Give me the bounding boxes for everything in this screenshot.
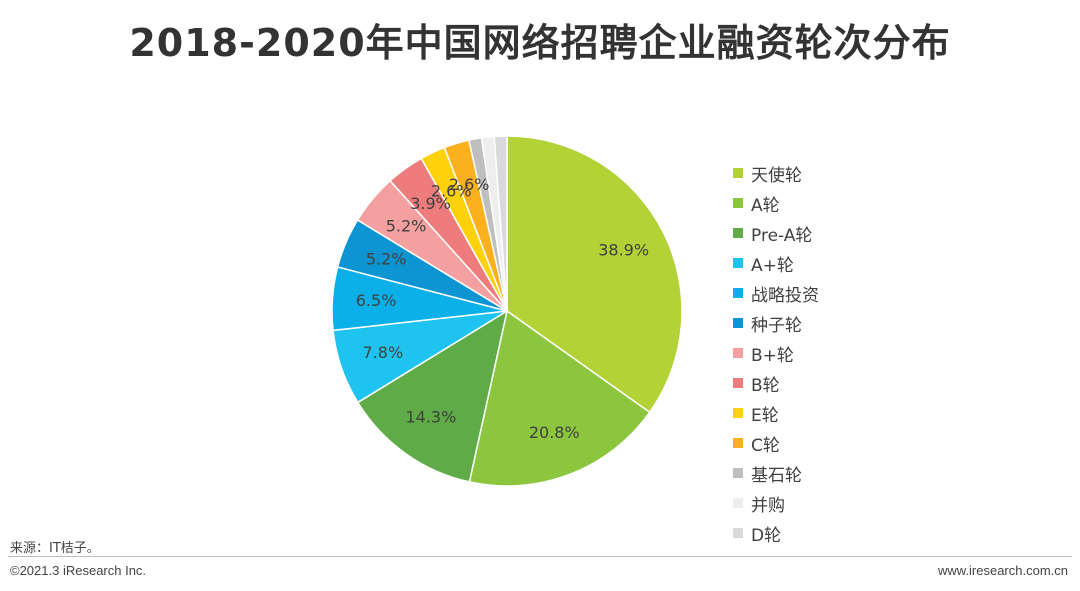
legend-item-3: A+轮: [733, 248, 819, 278]
pie-slice-12: [493, 135, 508, 312]
legend-label-6: B+轮: [751, 345, 794, 366]
legend: 天使轮 A轮 Pre-A轮 A+轮战略投资种子轮 B+轮 B轮 E轮 C轮基石轮并购 D轮: [733, 158, 819, 548]
legend-label-3: A+轮: [751, 255, 794, 276]
legend-label-8: E轮: [751, 405, 779, 426]
slice-label-7: 3.9%: [410, 194, 451, 213]
legend-swatch-5: [733, 318, 743, 328]
legend-item-10: 基石轮: [733, 458, 819, 488]
slice-label-8: 2.6%: [431, 182, 472, 201]
legend-swatch-4: [733, 288, 743, 298]
pie-slice-2: [356, 309, 509, 483]
pie-slices: [331, 135, 683, 487]
legend-label-2: Pre-A轮: [751, 225, 813, 246]
footer-divider: [8, 556, 1072, 557]
pie-labels: 38.9% 20.8% 14.3% 7.8% 6.5% 5.2% 5.2% 3.9%2.6%2…: [356, 175, 649, 442]
slice-label-0: 38.9%: [598, 240, 649, 259]
slice-label-3: 7.8%: [363, 343, 404, 362]
legend-swatch-8: [733, 408, 743, 418]
legend-item-6: B+轮: [733, 338, 819, 368]
legend-label-0: 天使轮: [751, 165, 802, 186]
legend-swatch-0: [733, 168, 743, 178]
website-link[interactable]: www.iresearch.com.cn: [937, 563, 1068, 578]
legend-item-2: Pre-A轮: [733, 218, 819, 248]
legend-swatch-6: [733, 348, 743, 358]
legend-swatch-3: [733, 258, 743, 268]
copyright: ©2021.3 iResearch Inc.: [10, 563, 147, 578]
legend-label-10: 基石轮: [751, 465, 802, 486]
slice-label-2: 14.3%: [405, 407, 456, 426]
legend-label-1: A轮: [751, 195, 780, 216]
source-note: 来源：IT桔子。: [10, 541, 100, 556]
legend-item-8: E轮: [733, 398, 819, 428]
slice-label-1: 20.8%: [529, 423, 580, 442]
slice-label-6: 5.2%: [386, 217, 427, 236]
chart-title: 2018-2020年中国网络招聘企业融资轮次分布: [129, 21, 951, 65]
legend-item-12: D轮: [733, 518, 819, 548]
legend-item-5: 种子轮: [733, 308, 819, 338]
legend-label-7: B轮: [751, 375, 780, 396]
legend-swatch-2: [733, 228, 743, 238]
legend-swatch-11: [733, 498, 743, 508]
legend-swatch-7: [733, 378, 743, 388]
legend-swatch-10: [733, 468, 743, 478]
slice-label-4: 6.5%: [356, 291, 397, 310]
legend-item-9: C轮: [733, 428, 819, 458]
legend-item-0: 天使轮: [733, 158, 819, 188]
legend-label-11: 并购: [751, 495, 785, 516]
legend-swatch-12: [733, 528, 743, 538]
legend-swatch-1: [733, 198, 743, 208]
legend-item-1: A轮: [733, 188, 819, 218]
legend-item-11: 并购: [733, 488, 819, 518]
pie-slice-0: [506, 135, 683, 414]
legend-swatch-9: [733, 438, 743, 448]
legend-item-4: 战略投资: [733, 278, 819, 308]
legend-label-12: D轮: [751, 525, 782, 546]
slice-label-5: 5.2%: [366, 249, 407, 268]
legend-label-4: 战略投资: [751, 285, 819, 306]
legend-item-7: B轮: [733, 368, 819, 398]
pie-slice-1: [468, 309, 651, 487]
slice-label-9: 2.6%: [449, 175, 490, 194]
legend-label-9: C轮: [751, 435, 780, 456]
legend-label-5: 种子轮: [751, 315, 802, 336]
